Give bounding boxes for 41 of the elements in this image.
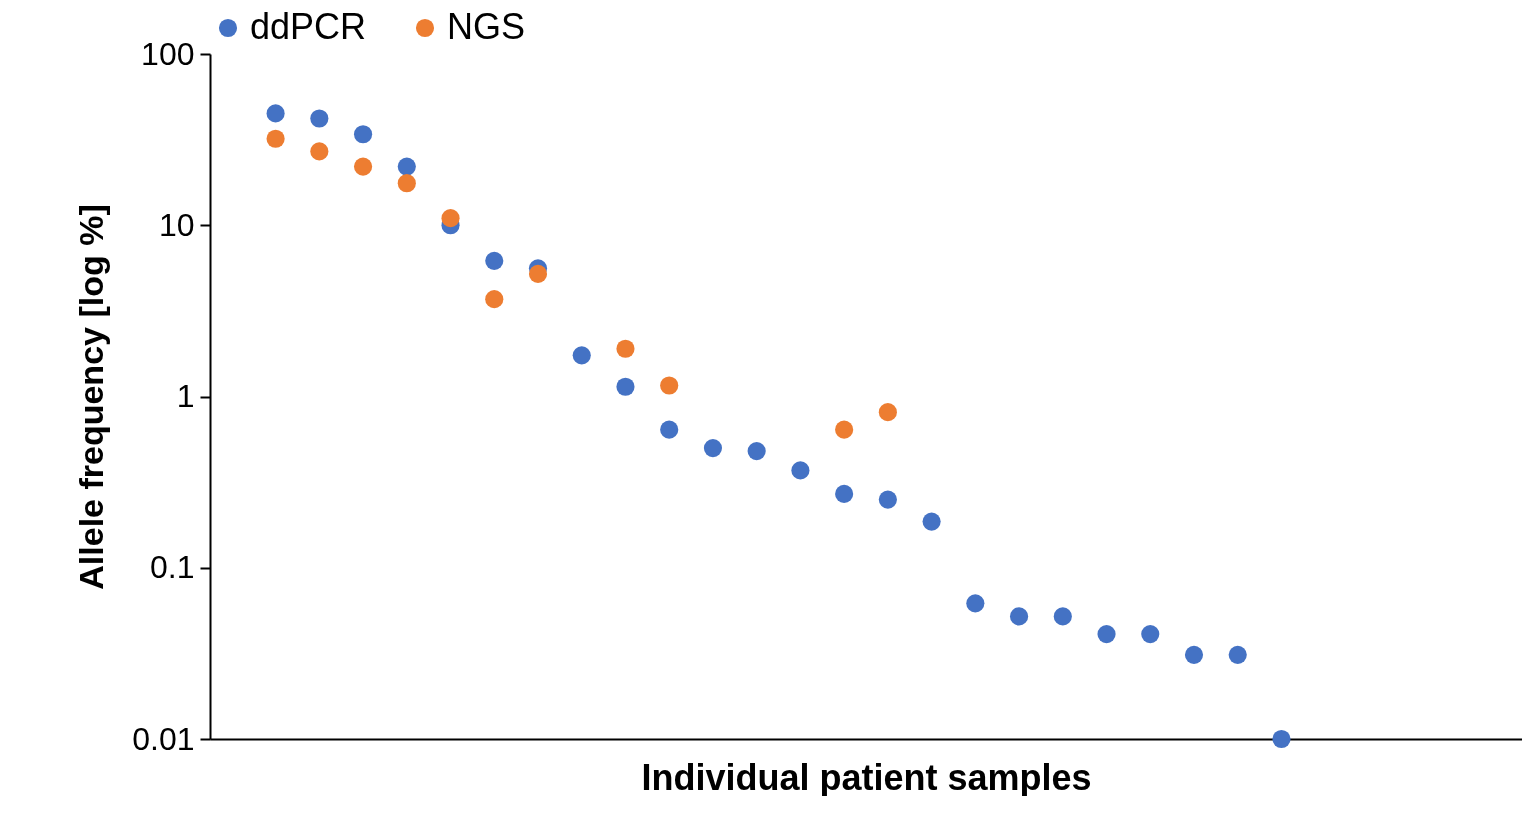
point (266, 129, 285, 148)
point (791, 461, 810, 480)
point (397, 157, 416, 176)
point (310, 109, 329, 128)
point (878, 403, 897, 422)
point (835, 484, 854, 503)
y-tick-label: 1 (176, 378, 195, 414)
y-tick-label: 0.1 (150, 549, 195, 586)
point (1053, 607, 1072, 626)
point (1228, 645, 1247, 664)
legend-label: NGS (447, 6, 526, 47)
point (1141, 625, 1160, 644)
point (660, 376, 679, 395)
point (1009, 607, 1029, 626)
point (878, 490, 897, 509)
point (397, 174, 416, 193)
y-tick-label: 100 (141, 35, 195, 72)
point (835, 420, 854, 439)
point (353, 125, 373, 144)
point (966, 594, 985, 613)
point (922, 512, 941, 531)
point (660, 420, 679, 439)
point (616, 377, 635, 396)
point (747, 442, 766, 461)
point (485, 290, 504, 309)
y-tick-label: 0.01 (132, 720, 195, 757)
y-axis-title: Allele frequency [log %] (72, 204, 111, 590)
point (1184, 645, 1204, 664)
point (528, 264, 548, 283)
point (572, 346, 591, 365)
point (485, 251, 504, 270)
point (310, 142, 329, 161)
point (1272, 729, 1291, 749)
y-tick-label: 10 (158, 206, 195, 243)
point (1097, 625, 1116, 644)
point (353, 157, 373, 176)
point (703, 438, 723, 458)
point (441, 209, 460, 228)
legend-label: ddPCR (250, 6, 367, 47)
point (616, 339, 635, 358)
point (266, 104, 285, 123)
